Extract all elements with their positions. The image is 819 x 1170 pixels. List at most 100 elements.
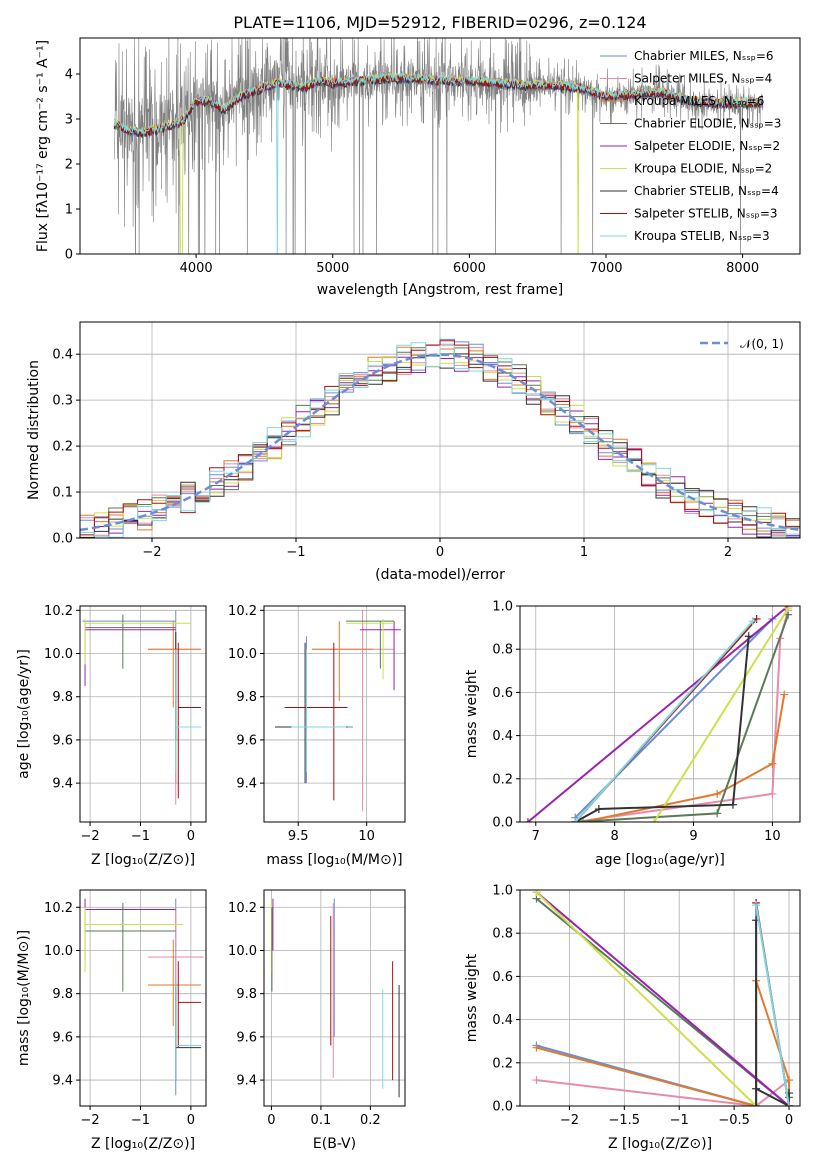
y-tick-label: 0.2 <box>492 772 513 787</box>
weight-marker-kroupa_elodie <box>784 606 793 613</box>
normal-distribution-curve <box>80 353 800 532</box>
x-tick-label: 7000 <box>589 261 622 276</box>
weight-marker-kroupa_miles <box>579 818 588 822</box>
y-tick-label: 0.8 <box>492 643 513 658</box>
x-tick-label: 4000 <box>180 261 213 276</box>
weight-marker-kroupa_miles <box>532 1043 541 1052</box>
x-tick-label: −2 <box>142 545 161 560</box>
y-tick-label: 9.6 <box>236 733 257 748</box>
y-tick-label: 0.4 <box>492 729 513 744</box>
y-tick-label: 9.6 <box>52 733 73 748</box>
residual-plot-area <box>80 338 800 538</box>
x-axis-label: Z [log₁₀(Z/Z⊙)] <box>608 1136 712 1152</box>
x-tick-label: 0 <box>187 1113 195 1128</box>
y-tick-label: 9.8 <box>52 690 73 705</box>
y-tick-label: 1 <box>65 203 73 218</box>
y-tick-label: 0.0 <box>52 532 73 547</box>
x-tick-label: 10 <box>764 829 781 844</box>
x-axis-label: wavelength [Angstrom, rest frame] <box>317 282 563 298</box>
y-tick-label: 9.6 <box>236 1030 257 1045</box>
axes-frame <box>79 605 207 823</box>
axes-frame <box>263 605 406 823</box>
axes-frame <box>519 889 801 1107</box>
spectrum-plot-area <box>113 38 764 254</box>
weight-marker-kroupa_elodie <box>532 890 541 897</box>
axes-frame <box>263 889 406 1107</box>
x-tick-label: −1 <box>131 829 150 844</box>
y-tick-label: 0.2 <box>492 1056 513 1071</box>
axes-frame <box>79 889 207 1107</box>
residual-histogram-kroupa_stelib <box>80 342 800 538</box>
x-tick-label: 0 <box>436 545 444 560</box>
model-spectrum-line-kroupa_stelib <box>113 72 764 254</box>
x-tick-label: 8000 <box>726 261 759 276</box>
y-tick-label: 9.6 <box>52 1030 73 1045</box>
weight-marker-salpeter_miles <box>768 789 777 798</box>
y-axis-label: mass weight <box>464 953 480 1042</box>
x-tick-label: −0.5 <box>718 1113 750 1128</box>
axes-frame <box>519 605 801 823</box>
weight-marker-chabrier_stelib <box>728 800 737 809</box>
legend-label-salpeter_miles: Salpeter MILES, Nₛₛₚ=4 <box>634 72 772 86</box>
x-tick-label: 10 <box>358 829 375 844</box>
legend-label-kroupa_elodie: Kroupa ELODIE, Nₛₛₚ=2 <box>634 162 772 176</box>
weight-marker-chabrier_stelib <box>744 632 753 641</box>
x-tick-label: 6000 <box>453 261 486 276</box>
weight-line-kroupa_elodie <box>535 891 757 1106</box>
x-tick-label: 0 <box>785 1113 793 1128</box>
weight-marker-kroupa_elodie <box>650 818 659 822</box>
legend-label-kroupa_stelib: Kroupa STELIB, Nₛₛₚ=3 <box>634 229 770 243</box>
y-axis-label: Normed distribution <box>26 360 42 500</box>
legend-label-salpeter_elodie: Salpeter ELODIE, Nₛₛₚ=2 <box>634 139 780 153</box>
y-tick-label: 9.4 <box>52 777 73 792</box>
x-axis-label: E(B-V) <box>313 1136 356 1152</box>
weight-line-salpeter_miles <box>575 610 790 822</box>
y-axis-label: age [log₁₀(age/yr)] <box>16 649 32 779</box>
x-tick-label: 0 <box>267 1113 275 1128</box>
weight-line-kroupa_stelib <box>574 620 754 822</box>
x-axis-label: mass [log₁₀(M/M⊙)] <box>266 852 402 868</box>
x-tick-label: −1 <box>131 1113 150 1128</box>
x-tick-label: 5000 <box>316 261 349 276</box>
weight-marker-kroupa_stelib <box>748 617 757 626</box>
weight_vs_Z-plot-area <box>532 890 794 1106</box>
legend-label-kroupa_miles: Kroupa MILES, Nₛₛₚ=6 <box>634 94 764 108</box>
y-tick-label: 0.1 <box>52 486 73 501</box>
x-tick-label: −1 <box>286 545 305 560</box>
y-tick-label: 9.4 <box>236 777 257 792</box>
weight-marker-chabrier_stelib <box>594 805 603 814</box>
y-tick-label: 10.2 <box>228 901 257 916</box>
y-tick-label: 9.4 <box>52 1074 73 1089</box>
y-tick-label: 9.8 <box>236 690 257 705</box>
weight-line-kroupa_elodie <box>653 607 790 822</box>
y-tick-label: 1.0 <box>492 884 513 899</box>
legend-label-chabrier_elodie: Chabrier ELODIE, Nₛₛₚ=3 <box>634 117 781 131</box>
y-tick-label: 0.6 <box>492 686 513 701</box>
x-tick-label: 0.2 <box>360 1113 381 1128</box>
y-tick-label: 3 <box>65 113 73 128</box>
y-tick-label: 10.2 <box>44 604 73 619</box>
weight-line-kroupa_miles <box>582 694 786 822</box>
weight-line-salpeter_elodie <box>535 891 790 1106</box>
x-tick-label: 9 <box>689 829 697 844</box>
age_vs_Z-plot-area <box>82 610 201 805</box>
weight-line-chabrier_stelib <box>574 636 750 822</box>
y-tick-label: 10.0 <box>44 647 73 662</box>
age_vs_mass-plot-area <box>274 610 401 812</box>
weight-marker-kroupa_miles <box>780 690 789 699</box>
x-tick-label: −2 <box>80 1113 99 1128</box>
mass_vs_ebv-plot-area <box>270 898 400 1098</box>
y-tick-label: 10.2 <box>228 604 257 619</box>
y-tick-label: 10.2 <box>44 901 73 916</box>
weight-line-kroupa_stelib <box>755 904 790 1106</box>
mass_vs_Z-plot-area <box>84 898 204 1096</box>
x-tick-label: −1 <box>670 1113 689 1128</box>
x-tick-label: 2 <box>724 545 732 560</box>
x-tick-label: 9.5 <box>288 829 309 844</box>
weight-marker-chabrier_stelib <box>752 1084 761 1093</box>
y-tick-label: 2 <box>65 158 73 173</box>
weight-line-chabrier_elodie <box>575 614 790 822</box>
figure-title: PLATE=1106, MJD=52912, FIBERID=0296, z=0… <box>233 13 646 32</box>
y-tick-label: 0 <box>65 248 73 263</box>
